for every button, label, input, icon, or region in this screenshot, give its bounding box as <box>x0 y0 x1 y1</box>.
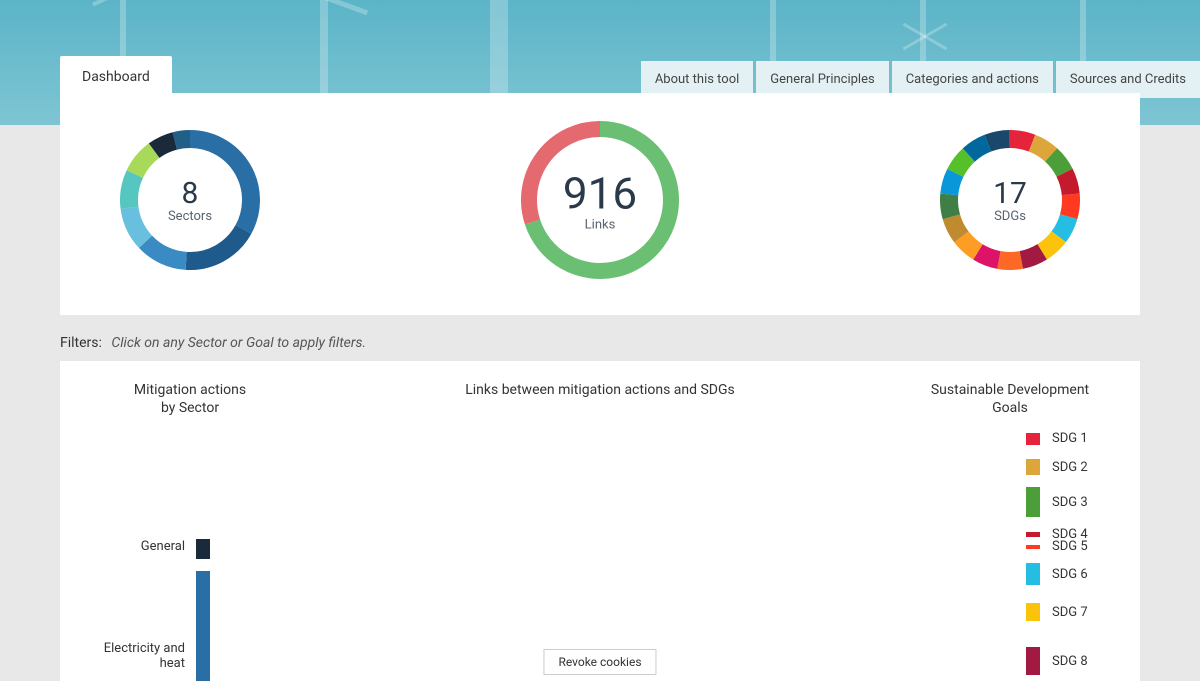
sdg-node <box>1026 647 1040 675</box>
sdgs-donut[interactable]: 17 SDGs <box>940 130 1080 270</box>
sectors-count: 8 <box>168 176 212 211</box>
sdg-row[interactable]: SDG 8 <box>1026 647 1100 675</box>
sankey-header-left: Mitigation actionsby Sector <box>100 381 280 417</box>
sector-label[interactable]: General <box>100 539 185 554</box>
sdgs-count: 17 <box>993 176 1027 211</box>
sectors-donut[interactable]: 8 Sectors <box>120 130 260 270</box>
filters-row: Filters: Click on any Sector or Goal to … <box>60 335 1140 351</box>
sdg-label: SDG 2 <box>1052 460 1100 475</box>
sdg-label: SDG 7 <box>1052 605 1100 620</box>
sdg-label: SDG 5 <box>1052 539 1100 554</box>
sdg-row[interactable]: SDG 2 <box>1026 459 1100 475</box>
sdg-label: SDG 6 <box>1052 567 1100 582</box>
sdg-row[interactable]: SDG 1 <box>1026 431 1100 446</box>
links-label: Links <box>563 218 637 233</box>
sdg-node <box>1026 487 1040 517</box>
sector-node[interactable] <box>196 571 210 681</box>
sectors-label: Sectors <box>168 209 212 224</box>
sdg-label: SDG 3 <box>1052 495 1100 510</box>
sdg-label: SDG 8 <box>1052 654 1100 669</box>
sector-label[interactable]: Electricity and heat <box>100 641 185 671</box>
sdg-node <box>1026 433 1040 445</box>
filters-label: Filters: <box>60 335 102 351</box>
sdg-row[interactable]: SDG 3 <box>1026 487 1100 517</box>
sdg-node <box>1026 563 1040 585</box>
sdg-label: SDG 1 <box>1052 431 1100 446</box>
tab-dashboard[interactable]: Dashboard <box>60 56 172 98</box>
filters-hint: Click on any Sector or Goal to apply fil… <box>111 335 366 351</box>
links-count: 916 <box>563 168 637 220</box>
revoke-cookies-button[interactable]: Revoke cookies <box>543 649 656 675</box>
sdgs-label: SDGs <box>993 209 1027 224</box>
sdg-row[interactable]: SDG 5 <box>1026 539 1100 554</box>
links-donut[interactable]: 916 Links <box>521 121 679 279</box>
sankey-header-mid: Links between mitigation actions and SDG… <box>280 381 920 417</box>
sector-node[interactable] <box>196 539 210 559</box>
sdg-row[interactable]: SDG 7 <box>1026 603 1100 621</box>
sankey-header-right: Sustainable DevelopmentGoals <box>920 381 1100 417</box>
sdg-node <box>1026 532 1040 537</box>
sdg-row[interactable]: SDG 6 <box>1026 563 1100 585</box>
sdg-node <box>1026 545 1040 549</box>
sdg-node <box>1026 459 1040 475</box>
summary-card: 8 Sectors 916 Links 17 SDGs <box>60 93 1140 315</box>
sankey-card: Mitigation actionsby Sector Links betwee… <box>60 361 1140 681</box>
sdg-node <box>1026 603 1040 621</box>
